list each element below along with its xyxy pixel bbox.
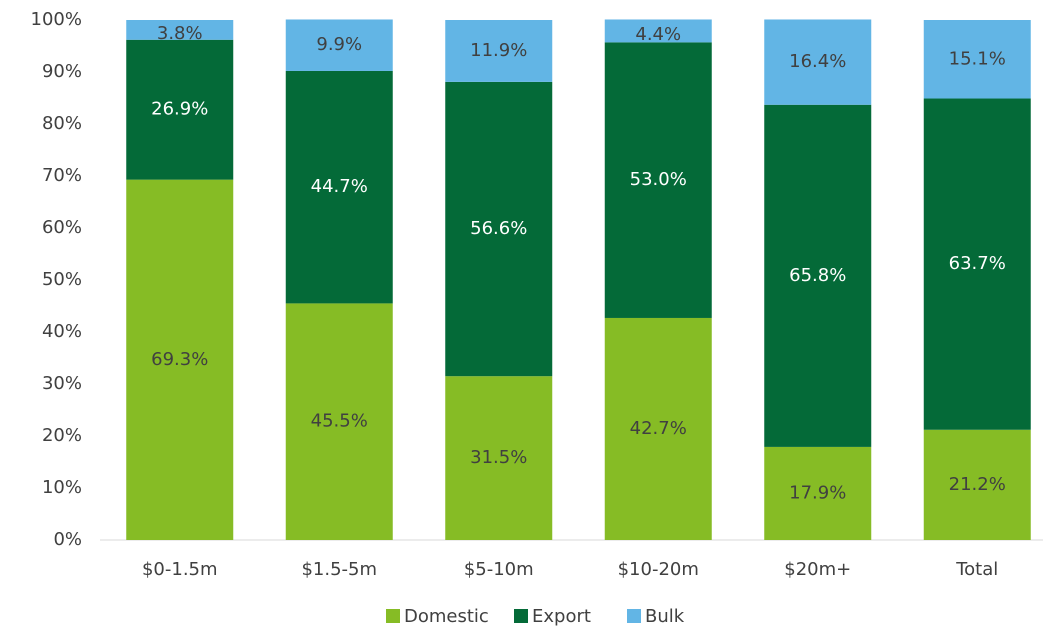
legend-swatch [627, 609, 641, 623]
x-tick-label: $1.5-5m [301, 559, 377, 580]
bar-segment [285, 70, 393, 304]
x-tick-label: $0-1.5m [142, 559, 218, 580]
y-tick-label: 60% [42, 217, 82, 238]
bar-segment [764, 446, 872, 540]
bar-segment [604, 317, 712, 540]
bar-segment [126, 20, 234, 40]
value-label: 53.0% [630, 169, 687, 190]
bar-segment [764, 19, 872, 105]
value-label: 11.9% [470, 40, 527, 61]
value-label: 45.5% [311, 411, 368, 432]
value-label: 17.9% [789, 482, 846, 503]
y-tick-label: 30% [42, 373, 82, 394]
bar-segment [764, 104, 872, 447]
value-label: 16.4% [789, 51, 846, 72]
y-tick-label: 40% [42, 321, 82, 342]
value-label: 26.9% [151, 99, 208, 120]
legend-swatch [386, 609, 400, 623]
x-tick-label: $20m+ [784, 559, 851, 580]
y-tick-label: 100% [31, 9, 82, 30]
bar-segment [604, 19, 712, 43]
bar-segment [445, 20, 553, 82]
bar-segment [923, 98, 1031, 430]
value-label: 69.3% [151, 349, 208, 370]
bar-segment [126, 179, 234, 540]
y-tick-label: 50% [42, 269, 82, 290]
bar-segment [126, 39, 234, 180]
value-label: 63.7% [949, 253, 1006, 274]
y-tick-label: 80% [42, 113, 82, 134]
value-label: 65.8% [789, 265, 846, 286]
y-tick-label: 0% [53, 529, 82, 550]
value-label: 15.1% [949, 48, 1006, 69]
value-label: 4.4% [635, 24, 681, 45]
y-tick-label: 70% [42, 165, 82, 186]
legend-label: Bulk [645, 606, 685, 627]
legend-label: Export [532, 606, 591, 627]
value-label: 56.6% [470, 218, 527, 239]
bar-segment [445, 81, 553, 377]
value-label: 21.2% [949, 474, 1006, 495]
y-tick-label: 90% [42, 61, 82, 82]
bar-segment [285, 303, 393, 540]
x-tick-label: $5-10m [464, 559, 534, 580]
bar-segment [923, 20, 1031, 99]
bar-segment [923, 429, 1031, 540]
value-label: 31.5% [470, 447, 527, 468]
x-tick-label: $10-20m [618, 559, 699, 580]
bar-segment [445, 376, 553, 540]
legend-swatch [514, 609, 528, 623]
value-label: 44.7% [311, 176, 368, 197]
value-label: 3.8% [157, 23, 203, 44]
value-label: 42.7% [630, 418, 687, 439]
y-tick-label: 10% [42, 477, 82, 498]
value-label: 9.9% [316, 34, 362, 55]
legend-label: Domestic [404, 606, 489, 627]
y-tick-label: 20% [42, 425, 82, 446]
x-tick-label: Total [955, 559, 998, 580]
bar-segment [604, 42, 712, 318]
bar-segment [285, 19, 393, 71]
